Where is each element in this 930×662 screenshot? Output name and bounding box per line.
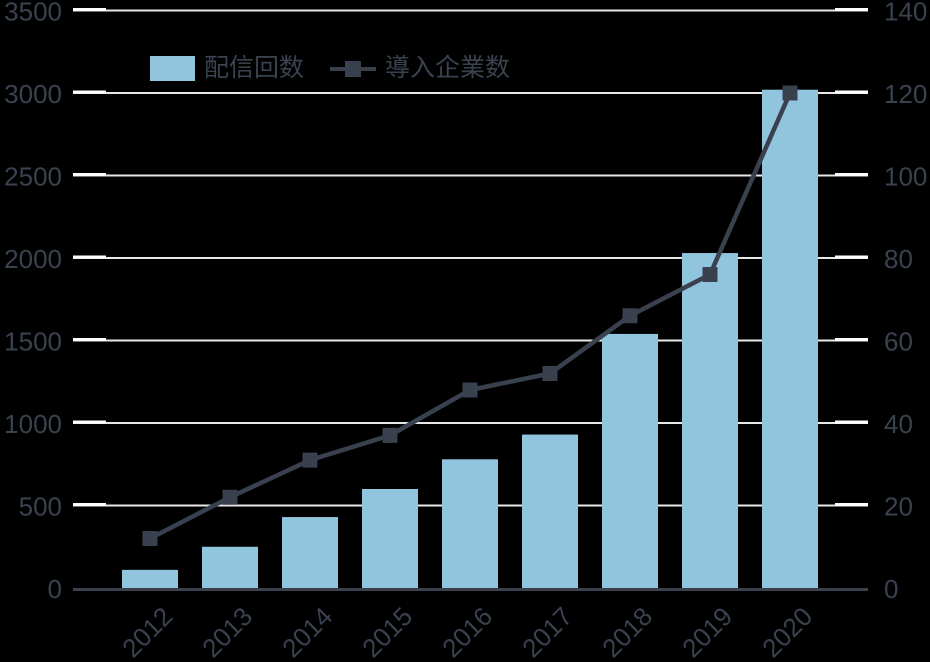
left-axis-tick-label: 0: [48, 574, 62, 604]
right-axis-tick-label: 100: [884, 162, 927, 192]
x-axis-tick-label: 2017: [516, 601, 578, 662]
bar-2017: [522, 434, 578, 588]
bar-2020: [762, 89, 818, 588]
marker-2018: [622, 308, 638, 324]
bar-2013: [202, 546, 258, 588]
bar-2014: [282, 517, 338, 588]
bar-2015: [362, 489, 418, 588]
marker-2013: [222, 489, 238, 505]
right-axis-tick-label: 140: [884, 0, 927, 27]
marker-2017: [542, 366, 558, 381]
bar-series: [122, 89, 818, 589]
marker-2020: [782, 85, 798, 101]
x-axis-tick-label: 2016: [436, 601, 498, 662]
left-axis-tick-label: 3000: [4, 79, 62, 109]
right-axis-tick-label: 60: [884, 327, 913, 357]
chart-legend: 配信回数 導入企業数: [150, 55, 510, 82]
line-series-label: 導入企業数: [385, 54, 511, 82]
x-axis-tick-label: 2020: [756, 601, 818, 662]
x-axis-labels: 2012 2013 2014 2015 2016 2017 2018 2019 2020: [116, 601, 818, 662]
right-axis-tick-label: 20: [884, 492, 913, 522]
x-axis-tick-label: 2018: [596, 601, 658, 662]
left-axis-tick-label: 1500: [4, 327, 62, 357]
line-series-markers: [142, 85, 798, 546]
right-axis-tick-label: 80: [884, 244, 913, 274]
bar-2012: [122, 569, 178, 588]
right-axis-labels: 0 20 40 60 80 100 120 140: [884, 0, 927, 604]
gridlines: [73, 8, 868, 507]
marker-2019: [702, 267, 718, 282]
x-axis-tick-label: 2015: [356, 601, 418, 662]
left-axis-tick-label: 2000: [4, 244, 62, 274]
left-axis-labels: 0 500 1000 1500 2000 2500 3000 3500: [4, 0, 62, 604]
x-axis-tick-label: 2019: [676, 601, 738, 662]
left-axis-tick-label: 2500: [4, 162, 62, 192]
marker-2016: [462, 382, 478, 398]
x-axis-tick-label: 2012: [116, 601, 178, 662]
right-axis-tick-label: 0: [884, 574, 898, 604]
right-axis-tick-label: 40: [884, 409, 913, 439]
left-axis-tick-label: 500: [19, 492, 62, 522]
marker-2014: [302, 452, 318, 468]
x-axis-tick-label: 2014: [276, 601, 338, 662]
marker-2015: [382, 427, 398, 443]
bar-2016: [442, 459, 498, 588]
left-axis-tick-label: 1000: [4, 409, 62, 439]
bar-2019: [682, 253, 738, 589]
bar-series-label: 配信回数: [204, 54, 305, 82]
bar-series-swatch-icon: [150, 56, 195, 81]
left-axis-tick-label: 3500: [4, 0, 62, 27]
x-axis-tick-label: 2013: [196, 601, 258, 662]
line-series-marker-icon: [330, 60, 377, 78]
bar-2018: [602, 333, 658, 588]
marker-2012: [142, 531, 158, 546]
right-axis-tick-label: 120: [884, 79, 927, 109]
